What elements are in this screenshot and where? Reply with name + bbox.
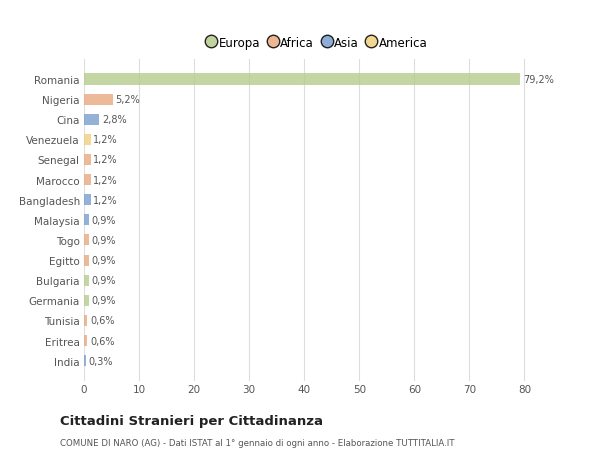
Bar [84,174,91,186]
Text: 0,6%: 0,6% [90,336,115,346]
Text: 0,9%: 0,9% [92,215,116,225]
Bar [84,74,520,85]
Text: 0,9%: 0,9% [92,256,116,265]
Bar [84,235,89,246]
Bar [84,255,89,266]
Text: 0,6%: 0,6% [90,316,115,326]
Bar [84,295,89,306]
Text: 1,2%: 1,2% [94,175,118,185]
Legend: Europa, Africa, Asia, America: Europa, Africa, Asia, America [205,34,431,53]
Text: 0,9%: 0,9% [92,235,116,246]
Text: Cittadini Stranieri per Cittadinanza: Cittadini Stranieri per Cittadinanza [60,414,323,428]
Bar [84,95,113,106]
Text: 1,2%: 1,2% [94,135,118,145]
Text: COMUNE DI NARO (AG) - Dati ISTAT al 1° gennaio di ogni anno - Elaborazione TUTTI: COMUNE DI NARO (AG) - Dati ISTAT al 1° g… [60,438,455,447]
Bar [84,275,89,286]
Bar [84,134,91,146]
Text: 1,2%: 1,2% [94,195,118,205]
Bar [84,315,88,326]
Bar [84,155,91,166]
Text: 0,3%: 0,3% [88,356,113,366]
Bar [84,114,100,125]
Text: 0,9%: 0,9% [92,296,116,306]
Text: 79,2%: 79,2% [523,75,554,85]
Text: 5,2%: 5,2% [115,95,140,105]
Text: 0,9%: 0,9% [92,275,116,285]
Text: 1,2%: 1,2% [94,155,118,165]
Bar [84,335,88,346]
Bar [84,355,86,366]
Bar [84,215,89,226]
Bar [84,195,91,206]
Text: 2,8%: 2,8% [102,115,127,125]
